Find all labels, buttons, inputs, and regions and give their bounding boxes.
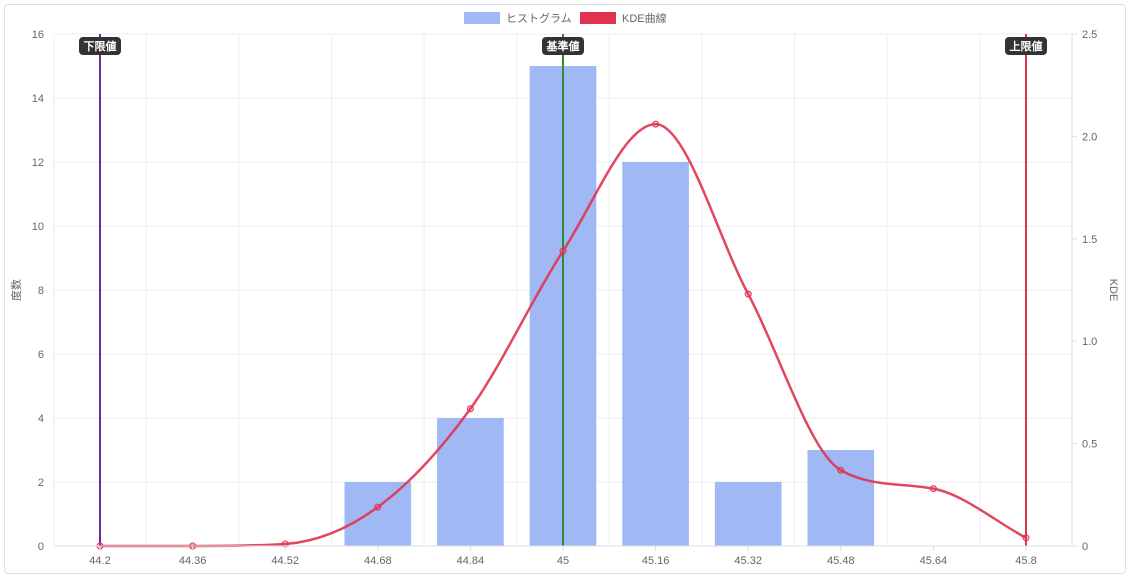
histogram-bar <box>437 418 504 546</box>
y2-tick-label: 1.5 <box>1082 234 1097 246</box>
y-tick-label: 10 <box>32 221 44 233</box>
reference-label: 下限値 <box>84 39 117 53</box>
y-tick-label: 14 <box>32 93 44 105</box>
x-tick-label: 45.8 <box>1015 555 1036 567</box>
reference-label-box <box>79 37 121 55</box>
kde-point <box>374 503 382 511</box>
reference-label-box <box>1005 37 1047 55</box>
legend: ヒストグラム KDE曲線 <box>464 11 667 25</box>
legend-label: ヒストグラム <box>506 11 572 25</box>
histogram-bar <box>622 162 689 546</box>
y-tick-label: 6 <box>38 349 44 361</box>
x-tick-label: 44.84 <box>457 555 485 567</box>
kde-point <box>929 485 937 493</box>
kde-point <box>466 405 474 413</box>
y2-tick-label: 2.5 <box>1082 29 1097 41</box>
x-tick-label: 44.52 <box>271 555 299 567</box>
kde-point <box>559 247 567 255</box>
reference-label: 基準値 <box>546 39 580 53</box>
y-tick-label: 2 <box>38 477 44 489</box>
kde-point <box>1022 534 1030 542</box>
y-tick-label: 4 <box>38 413 44 425</box>
legend-label: KDE曲線 <box>622 11 667 25</box>
y2-tick-label: 0 <box>1082 541 1088 553</box>
histogram-bar <box>344 482 412 546</box>
kde-point <box>652 120 660 128</box>
reference-label: 上限値 <box>1010 39 1043 53</box>
y2-tick-label: 2.0 <box>1082 131 1097 143</box>
axes: 0 2 4 6 8 10 12 14 16 0 0.5 1.0 1.5 2.0 2.5 44.2 44.36 44… <box>9 29 1119 567</box>
x-tick-label: 44.68 <box>364 555 392 567</box>
x-tick-label: 45.48 <box>827 555 855 567</box>
legend-swatch <box>464 12 500 24</box>
y-axis-title: 度数 <box>9 279 23 301</box>
legend-swatch <box>580 12 616 24</box>
histogram-bar <box>807 450 875 546</box>
y-tick-label: 12 <box>32 157 44 169</box>
y2-tick-label: 0.5 <box>1082 439 1097 451</box>
histogram-bar <box>714 482 782 546</box>
x-tick-label: 44.36 <box>179 555 207 567</box>
y-tick-label: 16 <box>32 29 44 41</box>
kde-point <box>744 290 752 298</box>
x-tick-label: 45 <box>557 555 569 567</box>
y-tick-label: 8 <box>38 285 44 297</box>
x-tick-label: 45.32 <box>734 555 762 567</box>
y2-axis-title: KDE <box>1107 279 1119 302</box>
reference-lines: 下限値 基準値 上限値 <box>79 34 1047 546</box>
kde-line <box>100 122 1027 548</box>
y-tick-label: 0 <box>38 541 44 553</box>
kde-point <box>837 466 845 474</box>
x-tick-label: 45.64 <box>920 555 948 567</box>
y2-tick-label: 1.0 <box>1082 336 1097 348</box>
reference-label-box <box>542 37 584 55</box>
x-tick-label: 45.16 <box>642 555 670 567</box>
x-tick-label: 44.2 <box>89 555 110 567</box>
